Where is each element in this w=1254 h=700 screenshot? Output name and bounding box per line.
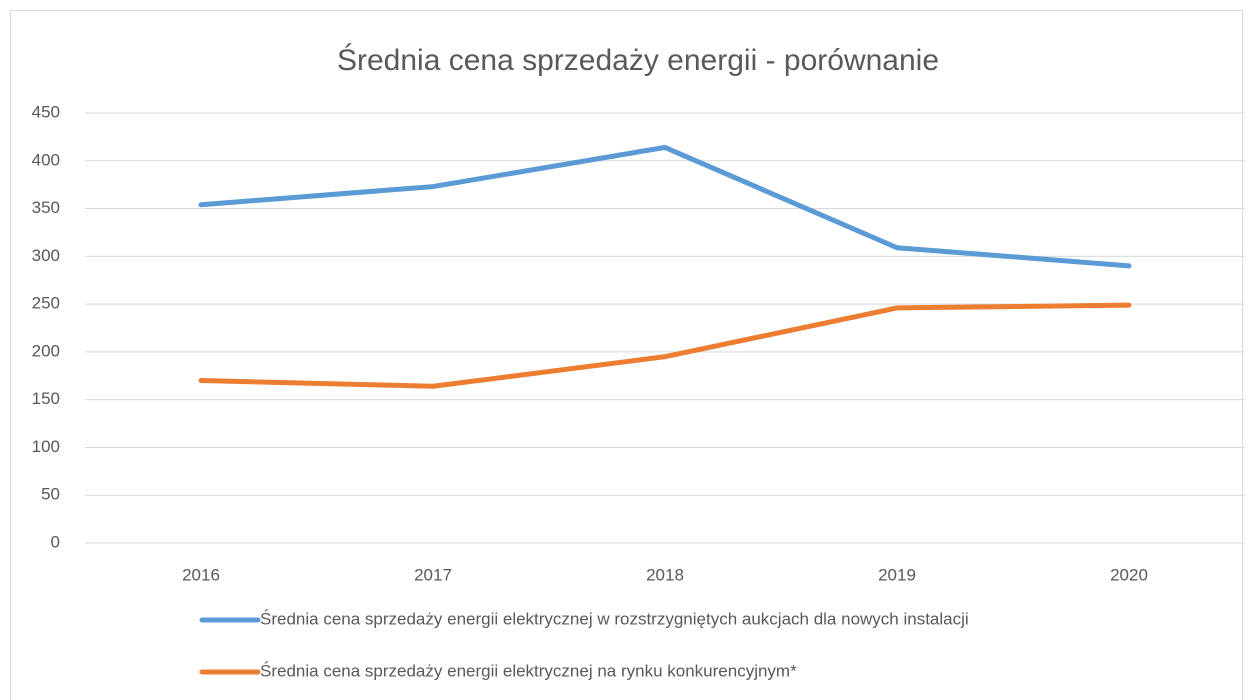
y-tick-label: 350 [32,198,60,217]
legend-label: Średnia cena sprzedaży energii elektrycz… [260,661,797,680]
line-series [198,302,1132,389]
y-tick-label: 450 [32,102,60,121]
y-tick-label: 250 [32,294,60,313]
x-tick-label: 2020 [1110,565,1148,584]
y-tick-label: 100 [32,437,60,456]
x-tick-label: 2016 [182,565,220,584]
chart-title: Średnia cena sprzedaży energii - porówna… [337,43,939,77]
legend-label: Średnia cena sprzedaży energii elektrycz… [260,609,969,628]
x-tick-label: 2017 [414,565,452,584]
x-tick-label: 2019 [878,565,916,584]
y-tick-label: 300 [32,246,60,265]
chart-border [10,10,1243,700]
y-tick-label: 50 [41,485,60,504]
x-tick-label: 2018 [646,565,684,584]
y-tick-label: 150 [32,389,60,408]
y-tick-label: 200 [32,341,60,360]
line-series [198,144,1132,269]
y-tick-label: 0 [51,532,60,551]
y-tick-label: 400 [32,150,60,169]
